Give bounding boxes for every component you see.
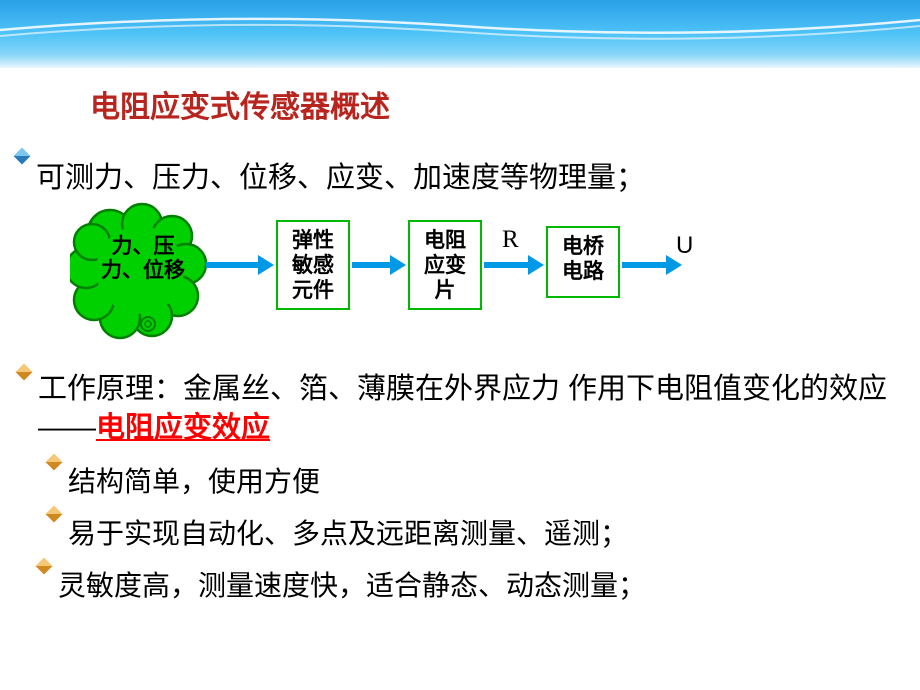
arrow-1: [206, 262, 260, 268]
bullet-text: 灵敏度高，测量速度快，适合静态、动态测量；: [58, 564, 646, 604]
diamond-bullet-icon: [46, 506, 63, 523]
diamond-bullet-icon: [46, 454, 63, 471]
box-strain-gauge: 电阻应变片: [408, 220, 482, 310]
arrow-2: [352, 262, 392, 268]
bullet-measurables: 可测力、压力、位移、应变、加速度等物理量；: [16, 154, 645, 196]
bullet-text: 易于实现自动化、多点及远距离测量、遥测；: [68, 512, 628, 552]
bullet-text: 可测力、压力、位移、应变、加速度等物理量；: [36, 154, 645, 196]
bullet-text: 工作原理：金属丝、箔、薄膜在外界应力 作用下电阻值变化的效应——电阻应变效应: [38, 370, 908, 448]
diamond-bullet-icon: [14, 148, 31, 165]
swoosh-decoration: [0, 6, 920, 42]
label-u: U: [676, 232, 693, 260]
bullet-sensitivity: 灵敏度高，测量速度快，适合静态、动态测量；: [38, 564, 646, 604]
cloud-label: 力、压力、位移: [96, 234, 190, 282]
box-elastic-element: 弹性敏感元件: [276, 220, 350, 310]
bullet-principle: 工作原理：金属丝、箔、薄膜在外界应力 作用下电阻值变化的效应——电阻应变效应: [18, 370, 908, 448]
bullet-automation: 易于实现自动化、多点及远距离测量、遥测；: [48, 512, 628, 552]
label-r: R: [502, 226, 519, 254]
bullet-simple-structure: 结构简单，使用方便: [48, 460, 320, 500]
box-bridge-circuit: 电桥电路: [546, 226, 620, 298]
diamond-bullet-icon: [16, 364, 33, 381]
diamond-bullet-icon: [36, 558, 53, 575]
principle-keyword: 电阻应变效应: [96, 412, 270, 444]
slide-title: 电阻应变式传感器概述: [90, 82, 390, 126]
bullet-text: 结构简单，使用方便: [68, 460, 320, 500]
arrow-4: [622, 262, 668, 268]
arrow-3: [484, 262, 530, 268]
header-banner: [0, 0, 920, 68]
flowchart-diagram: 力、压力、位移 弹性敏感元件 电阻应变片 R 电桥电路 U: [70, 202, 720, 352]
